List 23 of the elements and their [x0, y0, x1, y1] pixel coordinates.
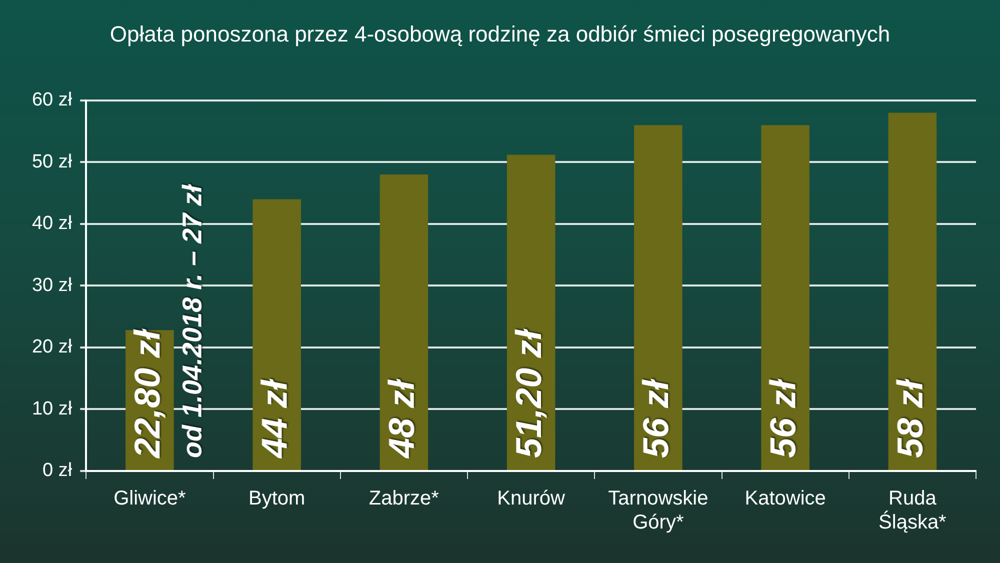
y-tick-label: 0 zł: [42, 460, 73, 482]
y-tick-label: 50 zł: [32, 151, 73, 172]
annotation: od 1.04.2018 r. – 27 zł: [177, 183, 208, 458]
data-label: 48 zł: [380, 378, 422, 459]
y-tick-label: 40 zł: [32, 213, 73, 234]
x-tick-label: Katowice: [744, 488, 826, 510]
data-label: 44 zł: [254, 378, 295, 459]
y-tick-label: 20 zł: [32, 336, 73, 358]
x-tick-label: Knurów: [497, 488, 566, 510]
x-tick-label: Tarnowskie Góry*: [608, 488, 708, 534]
data-label: 56 zł: [635, 378, 676, 458]
x-tick-label: Zabrze*: [368, 488, 440, 510]
data-label: 51,20 zł: [508, 328, 549, 458]
data-label: 56 zł: [762, 378, 804, 458]
chart-title: Opłata ponoszona przez 4-osobową rodzinę za odbiór śmieci posegregowanych: [110, 21, 890, 46]
y-tick-label: 10 zł: [32, 398, 73, 420]
y-tick-label: 30 zł: [32, 274, 73, 296]
x-tick-label: Ruda Śląska*: [878, 488, 947, 534]
y-tick-label: 60 zł: [32, 90, 73, 111]
data-label: 58 zł: [889, 378, 930, 458]
x-tick-label: Bytom: [248, 488, 306, 510]
x-tick-label: Gliwice*: [114, 488, 186, 510]
data-label: 22,80 zł: [126, 328, 168, 459]
